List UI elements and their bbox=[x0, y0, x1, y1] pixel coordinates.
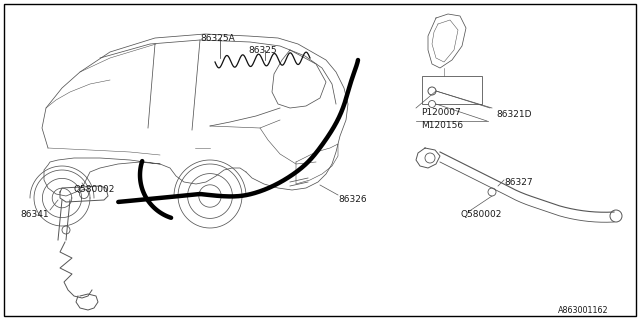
Circle shape bbox=[428, 87, 436, 95]
Text: Q580002: Q580002 bbox=[73, 185, 115, 194]
Text: 86321D: 86321D bbox=[496, 110, 531, 119]
Bar bbox=[422, 76, 482, 104]
Circle shape bbox=[62, 226, 70, 234]
Text: 86341: 86341 bbox=[20, 210, 49, 219]
Circle shape bbox=[429, 100, 435, 108]
Circle shape bbox=[610, 210, 622, 222]
Text: Q580002: Q580002 bbox=[460, 210, 501, 219]
Text: 86326: 86326 bbox=[338, 195, 367, 204]
Text: 86325: 86325 bbox=[248, 46, 276, 55]
Text: 86325A: 86325A bbox=[200, 34, 235, 43]
Circle shape bbox=[79, 189, 88, 198]
Text: M120156: M120156 bbox=[421, 121, 463, 130]
Text: P120007: P120007 bbox=[421, 108, 461, 117]
Text: 86327: 86327 bbox=[504, 178, 532, 187]
Circle shape bbox=[488, 188, 496, 196]
Text: A863001162: A863001162 bbox=[558, 306, 609, 315]
Circle shape bbox=[425, 153, 435, 163]
